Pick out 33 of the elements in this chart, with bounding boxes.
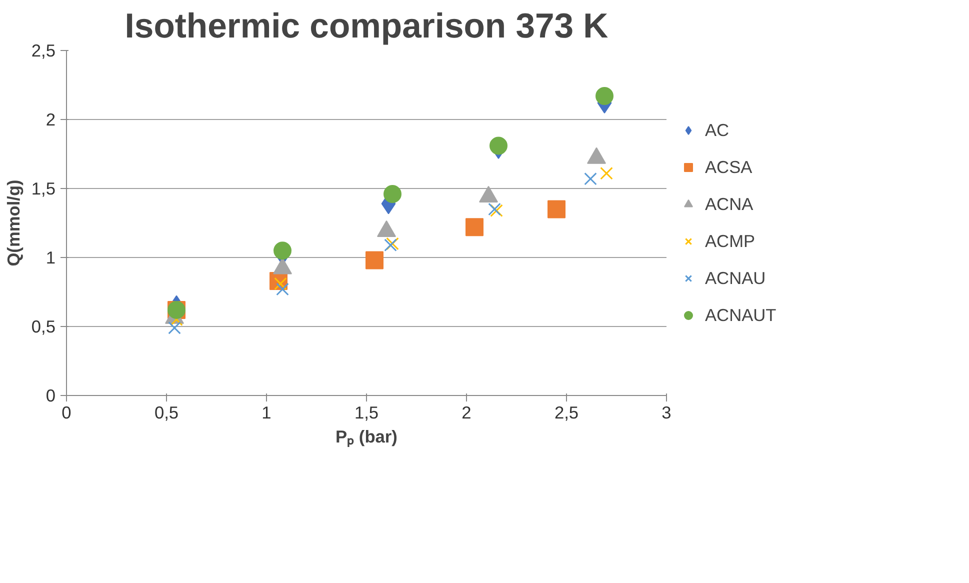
legend-label: ACNAU: [705, 268, 767, 288]
point: [274, 242, 292, 260]
x-tick-label: 3: [662, 402, 672, 422]
x-tick-label: 1,5: [354, 402, 379, 422]
x-tick-label: 2,5: [554, 402, 579, 422]
point: [548, 200, 566, 218]
point: [384, 185, 402, 204]
y-tick-label: 0,5: [31, 316, 56, 336]
x-axis-title: Pₚ (bar): [336, 426, 398, 448]
legend-label: ACMP: [705, 230, 756, 252]
point: [276, 282, 289, 296]
x-tick-label: 2: [462, 402, 472, 422]
point: [584, 172, 597, 186]
y-tick-label: 0: [46, 386, 56, 406]
chart-title: Isothermic comparison 373 K: [124, 8, 608, 46]
point: [366, 251, 384, 270]
point: [168, 321, 181, 334]
y-tick-label: 1,5: [31, 178, 56, 198]
x-tick-label: 1: [262, 402, 272, 422]
x-tick-label: 0,5: [154, 402, 179, 422]
point: [490, 136, 508, 155]
y-tick-label: 2: [46, 110, 56, 130]
legend-label: AC: [705, 120, 730, 140]
y-tick-label: 1: [46, 248, 56, 268]
point: [466, 218, 484, 236]
y-tick-label: 2,5: [31, 40, 56, 60]
legend-label: ACSA: [705, 156, 754, 178]
legend-label: ACNAUT: [705, 304, 776, 326]
point: [600, 166, 613, 180]
point: [596, 87, 614, 106]
y-axis-title: Q(mmol/g): [3, 180, 24, 266]
x-tick-label: 0: [62, 402, 72, 422]
legend-label: ACNA: [705, 194, 754, 214]
